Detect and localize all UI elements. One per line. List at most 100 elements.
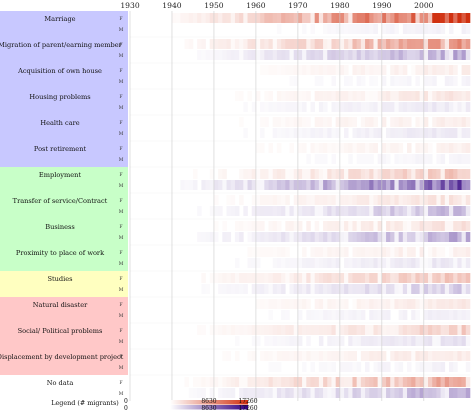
- cell-social-political-problems-f-1983: [352, 325, 357, 335]
- cell-employment-m-1992: [390, 180, 395, 190]
- cell-natural-disaster-f-1997: [411, 299, 416, 309]
- cell-health-care-f-1969: [293, 117, 299, 127]
- cell-business-m-1984: [356, 232, 362, 242]
- cell-marriage-f-1993: [394, 13, 399, 23]
- cell-marriage-m-1965: [276, 24, 282, 34]
- cell-social-political-problems-m-1986: [365, 336, 370, 346]
- cell-post-retirement-f-1965: [276, 143, 282, 153]
- cell-employment-m-1951: [218, 180, 223, 190]
- cell-studies-f-2001: [428, 273, 433, 283]
- category-label-acquisition-of-own-house: Acquisition of own house: [17, 67, 102, 75]
- cell-displacement-by-development-project-m-1993: [394, 362, 399, 372]
- cell-transfer-of-service-contract-f-1998: [415, 195, 420, 205]
- cell-no-data-m-2004: [440, 388, 446, 398]
- cell-migration-of-parent-earning-member-f-1947: [201, 39, 206, 49]
- category-label-employment: Employment: [39, 171, 81, 179]
- cell-displacement-by-development-project-f-1971: [302, 351, 307, 361]
- cell-marriage-f-1983: [352, 13, 357, 23]
- cell-no-data-f-1957: [243, 377, 248, 387]
- sex-label-m: M: [119, 131, 124, 137]
- cell-marriage-f-1940: [171, 13, 177, 23]
- cell-no-data-m-1963: [268, 388, 274, 398]
- cell-business-f-2004: [440, 221, 446, 231]
- cell-business-f-2007: [453, 221, 458, 231]
- cell-housing-problems-m-2006: [449, 102, 454, 112]
- cell-no-data-f-1951: [218, 377, 223, 387]
- cell-post-retirement-f-1983: [352, 143, 357, 153]
- cell-transfer-of-service-contract-m-2006: [449, 206, 454, 216]
- cell-marriage-f-1982: [348, 13, 353, 23]
- cell-studies-f-1952: [222, 273, 227, 283]
- cell-migration-of-parent-earning-member-m-2006: [449, 50, 454, 60]
- cell-studies-f-1984: [356, 273, 362, 283]
- cell-post-retirement-f-2006: [449, 143, 454, 153]
- cell-employment-f-1958: [247, 169, 253, 179]
- cell-transfer-of-service-contract-m-1973: [310, 206, 315, 216]
- cell-social-political-problems-m-1960: [255, 336, 261, 346]
- cell-employment-f-2003: [436, 169, 441, 179]
- cell-marriage-m-1984: [356, 24, 362, 34]
- cell-natural-disaster-f-2006: [449, 299, 454, 309]
- cell-displacement-by-development-project-m-2006: [449, 362, 454, 372]
- cell-social-political-problems-f-1962: [264, 325, 269, 335]
- legend-tick-m-1: 8630: [201, 405, 216, 412]
- cell-displacement-by-development-project-f-1958: [247, 351, 253, 361]
- cell-acquisition-of-own-house-f-1993: [394, 65, 399, 75]
- cell-studies-f-1963: [268, 273, 274, 283]
- cell-proximity-to-place-of-work-m-1955: [234, 258, 240, 268]
- cell-migration-of-parent-earning-member-m-1994: [398, 50, 404, 60]
- cell-marriage-f-1944: [188, 13, 194, 23]
- sex-label-f: F: [119, 68, 122, 74]
- cell-transfer-of-service-contract-m-1949: [209, 206, 215, 216]
- cell-acquisition-of-own-house-f-1962: [264, 65, 269, 75]
- heatmap-cells: [171, 13, 471, 398]
- cell-business-f-2002: [432, 221, 437, 231]
- category-label-housing-problems: Housing problems: [29, 93, 91, 101]
- cell-studies-f-2003: [436, 273, 441, 283]
- cell-displacement-by-development-project-m-1971: [302, 362, 307, 372]
- cell-natural-disaster-f-1985: [360, 299, 366, 309]
- cell-studies-f-1965: [276, 273, 282, 283]
- cell-employment-f-1999: [419, 169, 425, 179]
- cell-housing-problems-f-1962: [264, 91, 269, 101]
- cell-housing-problems-f-1996: [407, 91, 412, 101]
- cell-transfer-of-service-contract-f-1978: [331, 195, 336, 205]
- cell-social-political-problems-m-1999: [419, 336, 425, 346]
- cell-no-data-f-1990: [381, 377, 387, 387]
- cell-studies-f-1976: [323, 273, 328, 283]
- cell-natural-disaster-f-1994: [398, 299, 404, 309]
- cell-no-data-f-1993: [394, 377, 399, 387]
- cell-migration-of-parent-earning-member-m-1991: [386, 50, 391, 60]
- cell-social-political-problems-m-1993: [394, 336, 399, 346]
- cell-proximity-to-place-of-work-m-1996: [407, 258, 412, 268]
- cell-acquisition-of-own-house-m-2001: [428, 76, 433, 86]
- cell-social-political-problems-m-1995: [402, 336, 408, 346]
- sex-label-f: F: [119, 16, 122, 22]
- cell-marriage-f-1981: [344, 13, 349, 23]
- cell-transfer-of-service-contract-f-1975: [318, 195, 324, 205]
- cell-social-political-problems-f-1995: [402, 325, 408, 335]
- cell-migration-of-parent-earning-member-f-2008: [457, 39, 462, 49]
- legend-tick-f-1: 8630: [201, 398, 216, 405]
- cell-natural-disaster-m-1984: [356, 310, 362, 320]
- cell-acquisition-of-own-house-f-1979: [335, 65, 341, 75]
- cell-no-data-m-1961: [260, 388, 265, 398]
- cell-displacement-by-development-project-m-1963: [268, 362, 274, 372]
- cell-business-m-1956: [239, 232, 244, 242]
- category-label-social-political-problems: Social/ Political problems: [18, 327, 103, 335]
- cell-natural-disaster-m-1994: [398, 310, 404, 320]
- cell-health-care-f-1979: [335, 117, 341, 127]
- cell-no-data-f-1948: [205, 377, 211, 387]
- cell-natural-disaster-f-1991: [386, 299, 391, 309]
- cell-acquisition-of-own-house-f-1969: [293, 65, 299, 75]
- cell-housing-problems-f-1988: [373, 91, 378, 101]
- cell-migration-of-parent-earning-member-m-1955: [234, 50, 240, 60]
- cell-no-data-m-1969: [293, 388, 299, 398]
- cell-transfer-of-service-contract-m-2003: [436, 206, 441, 216]
- cell-studies-m-2001: [428, 284, 433, 294]
- cell-post-retirement-m-1972: [306, 154, 311, 164]
- cell-migration-of-parent-earning-member-m-1962: [264, 50, 269, 60]
- cell-post-retirement-m-1982: [348, 154, 353, 164]
- cell-proximity-to-place-of-work-f-1978: [331, 247, 336, 257]
- cell-proximity-to-place-of-work-m-1987: [369, 258, 374, 268]
